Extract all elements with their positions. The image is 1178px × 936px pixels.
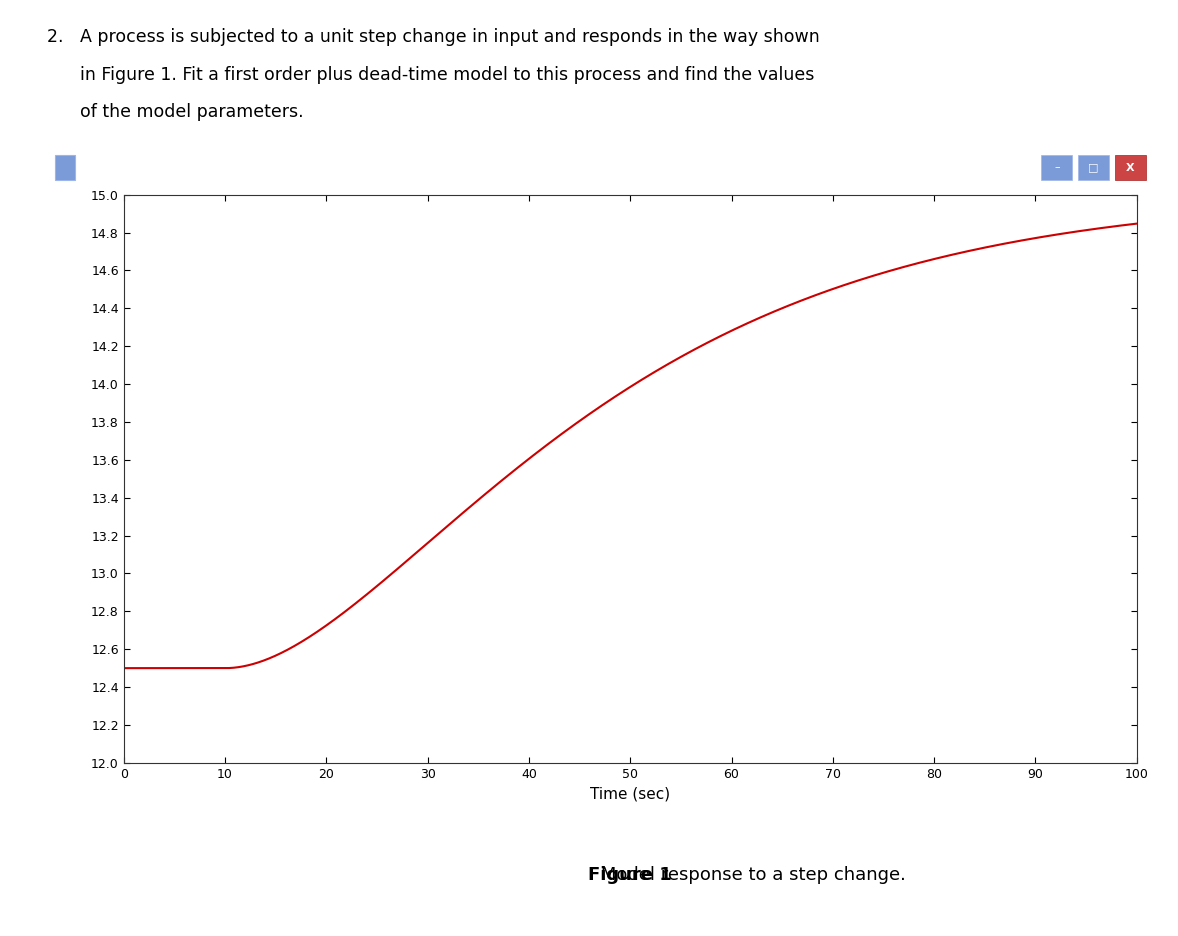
X-axis label: Time (sec): Time (sec) [590,786,670,801]
Text: Figure Q2: Figure Q2 [84,161,160,174]
Text: in Figure 1. Fit a first order plus dead-time model to this process and find the: in Figure 1. Fit a first order plus dead… [47,66,814,83]
Text: of the model parameters.: of the model parameters. [47,103,304,121]
Text: □: □ [1088,163,1099,172]
Text: X: X [1126,163,1134,172]
Text: 2.   A process is subjected to a unit step change in input and responds in the w: 2. A process is subjected to a unit step… [47,28,820,46]
Text: –: – [1054,163,1060,172]
Bar [1078,155,1108,180]
Bar [55,155,75,180]
Bar [1114,155,1145,180]
Bar [1041,155,1072,180]
Text: : Model response to a step change.: : Model response to a step change. [589,866,906,885]
Text: Figure 1: Figure 1 [588,866,671,885]
